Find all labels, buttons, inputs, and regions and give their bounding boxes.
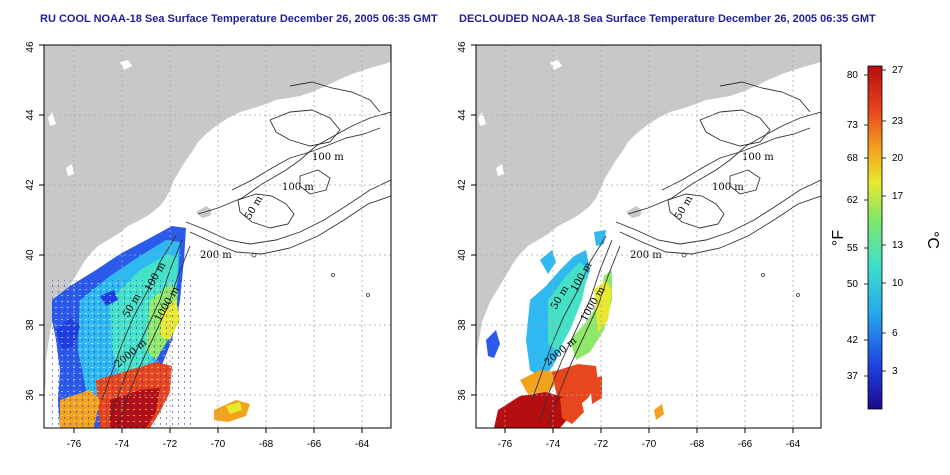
contour-label: 100 m: [312, 152, 344, 163]
colorbar-f-tick: 62: [847, 195, 859, 206]
colorbar-c-tick: 17: [892, 191, 904, 202]
lat-tick-label: 36: [457, 389, 468, 401]
contour-label: 200 m: [200, 250, 232, 261]
lon-tick-label: -68: [690, 439, 705, 450]
contour-label: 100 m: [712, 182, 744, 193]
left-map-panel: 100 m 100 m 50 m 200 m 50 m 100 m 1000 m…: [25, 41, 392, 450]
left-land: [44, 45, 391, 428]
colorbar-c-tick: 3: [892, 366, 898, 377]
lat-tick-label: 42: [457, 179, 468, 191]
lon-tick-label: -68: [259, 439, 274, 450]
celsius-label: °C: [924, 231, 941, 249]
colorbar-f-tick: 42: [847, 335, 859, 346]
contour-label: 100 m: [282, 182, 314, 193]
colorbar-f-tick: 73: [847, 120, 859, 131]
right-contours: [531, 81, 821, 427]
lon-tick-label: -66: [307, 439, 322, 450]
colorbar-f-tick: 37: [847, 371, 859, 382]
colorbar-scale: [867, 65, 883, 410]
lon-tick-label: -74: [115, 439, 130, 450]
lon-tick-label: -72: [594, 439, 609, 450]
right-panel-title: DECLOUDED NOAA-18 Sea Surface Temperatur…: [459, 13, 876, 25]
contour-label: 200 m: [630, 250, 662, 261]
lat-tick-label: 46: [457, 41, 468, 53]
left-panel-title: RU COOL NOAA-18 Sea Surface Temperature …: [40, 13, 438, 25]
right-map-panel: 100 m 100 m 50 m 200 m 50 m 100 m 1000 m…: [457, 41, 822, 450]
lon-tick-label: -72: [163, 439, 178, 450]
lon-tick-label: -64: [355, 439, 370, 450]
lon-tick-label: -74: [546, 439, 561, 450]
lon-tick-label: -76: [67, 439, 82, 450]
lat-tick-label: 40: [457, 249, 468, 261]
lon-tick-label: -70: [211, 439, 226, 450]
colorbar-c-tick: 27: [892, 65, 904, 76]
colorbar-c-tick: 23: [892, 116, 904, 127]
lat-tick-label: 36: [25, 389, 36, 401]
lat-tick-label: 44: [25, 109, 36, 121]
colorbar-f-tick: 80: [847, 70, 859, 81]
lat-tick-label: 44: [457, 109, 468, 121]
right-sst-field: [486, 230, 664, 428]
lat-tick-label: 38: [457, 319, 468, 331]
colorbar-f-tick: 50: [847, 279, 859, 290]
lat-tick-label: 46: [25, 41, 36, 53]
lon-tick-label: -76: [498, 439, 513, 450]
right-land: [476, 45, 821, 428]
lon-tick-label: -66: [738, 439, 753, 450]
lon-tick-label: -64: [786, 439, 801, 450]
lat-tick-label: 42: [25, 179, 36, 191]
lat-tick-label: 38: [25, 319, 36, 331]
contour-label: 100 m: [742, 152, 774, 163]
colorbar-c-tick: 20: [892, 153, 904, 164]
colorbar-f-tick: 55: [847, 243, 859, 254]
temperature-colorbar: 80 73 68 62 55 50 42 37 27 23 20 17 13 1…: [830, 65, 941, 410]
colorbar-c-tick: 10: [892, 278, 904, 289]
fahrenheit-label: °F: [830, 230, 847, 246]
lat-tick-label: 40: [25, 249, 36, 261]
colorbar-c-tick: 6: [892, 328, 898, 339]
lon-tick-label: -70: [642, 439, 657, 450]
colorbar-c-tick: 13: [892, 240, 904, 251]
left-grid: [44, 45, 391, 428]
colorbar-f-tick: 68: [847, 153, 859, 164]
right-grid: [476, 45, 821, 428]
